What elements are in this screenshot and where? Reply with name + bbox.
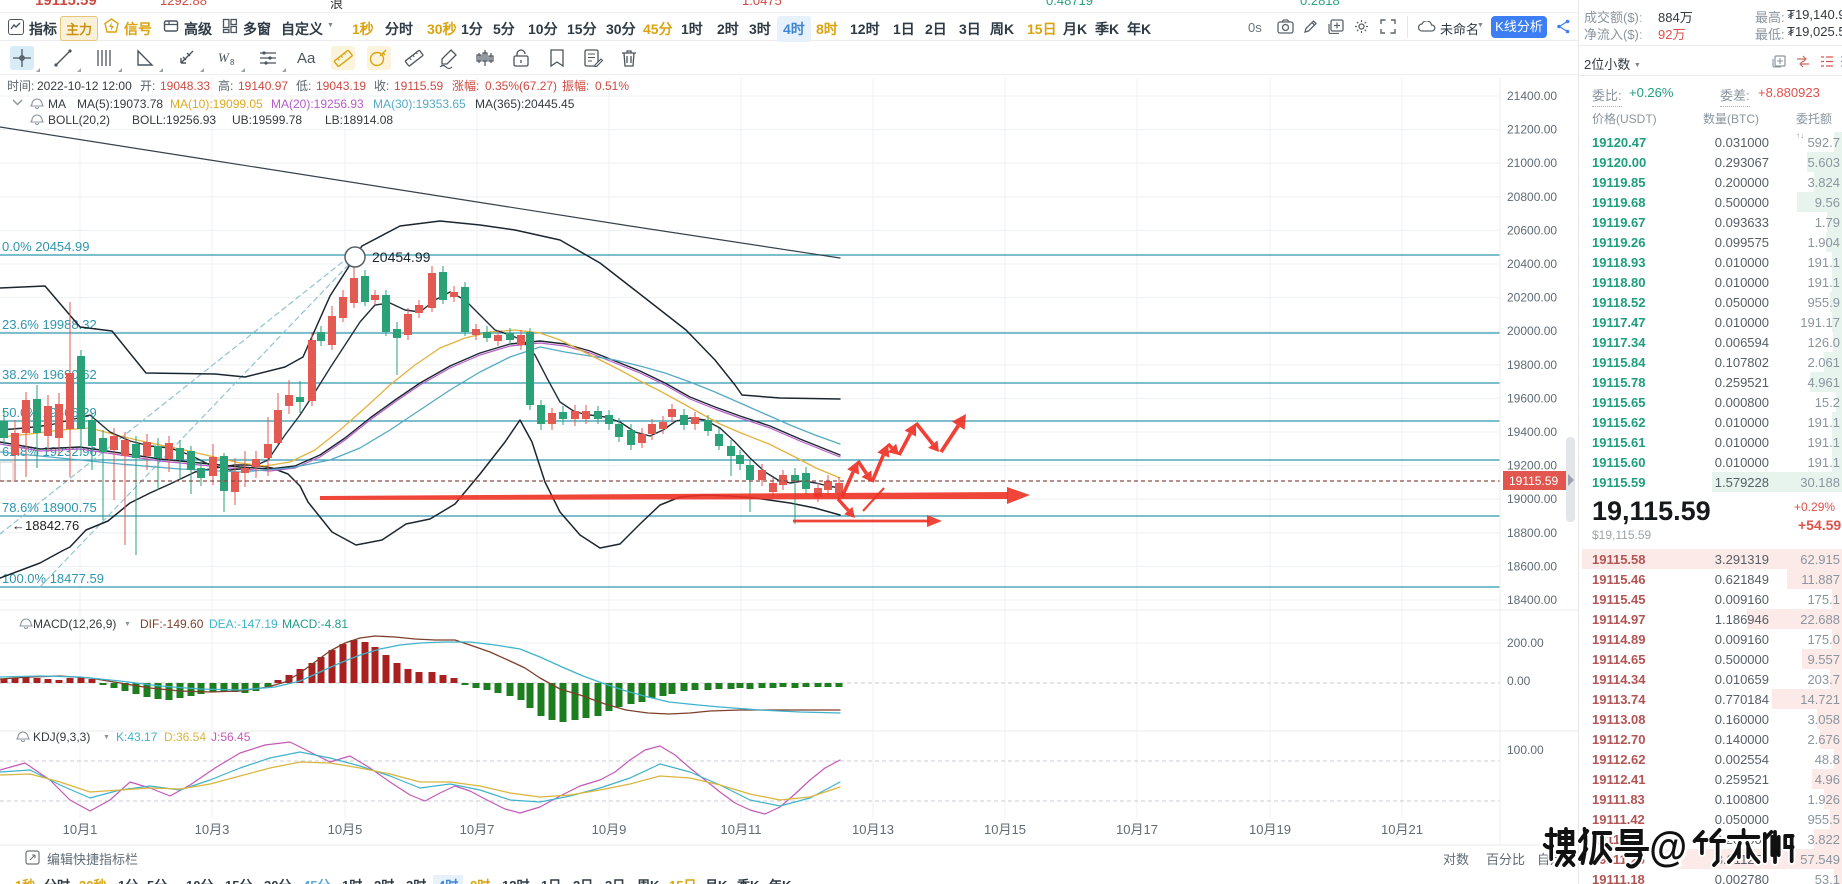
- svg-text:18400.00: 18400.00: [1507, 593, 1557, 607]
- svg-text:18800.00: 18800.00: [1507, 526, 1557, 540]
- svg-text:8: 8: [230, 58, 235, 67]
- svg-text:时间:: 时间:: [7, 79, 34, 93]
- svg-text:19200.00: 19200.00: [1507, 459, 1557, 473]
- svg-text:19000.00: 19000.00: [1507, 492, 1557, 506]
- svg-text:18600.00: 18600.00: [1507, 559, 1557, 573]
- svg-text:KDJ(9,3,3): KDJ(9,3,3): [33, 730, 90, 744]
- svg-text:19115.59: 19115.59: [1509, 474, 1558, 488]
- svg-text:19800.00: 19800.00: [1507, 358, 1557, 372]
- svg-text:2022-10-12 12:00: 2022-10-12 12:00: [37, 79, 132, 93]
- svg-text:MA(5):19073.78: MA(5):19073.78: [77, 97, 163, 111]
- svg-text:10月19: 10月19: [1249, 822, 1291, 837]
- svg-text:MA: MA: [48, 97, 66, 111]
- svg-text:K:43.17: K:43.17: [116, 730, 158, 744]
- svg-text:19048.33: 19048.33: [160, 79, 210, 93]
- svg-text:▼: ▼: [103, 734, 110, 741]
- svg-text:0.0% 20454.99: 0.0% 20454.99: [2, 239, 89, 254]
- svg-text:BOLL:19256.93: BOLL:19256.93: [132, 113, 216, 127]
- svg-text:10月5: 10月5: [328, 822, 363, 837]
- svg-text:@: @: [1649, 826, 1687, 870]
- svg-text:20600.00: 20600.00: [1507, 223, 1557, 237]
- svg-text:100.00: 100.00: [1507, 743, 1544, 757]
- svg-text:19140.97: 19140.97: [238, 79, 288, 93]
- svg-text:DEA:-147.19: DEA:-147.19: [209, 617, 278, 631]
- svg-text:MACD:-4.81: MACD:-4.81: [282, 617, 348, 631]
- svg-text:收:: 收:: [374, 79, 389, 93]
- svg-text:MA(30):19353.65: MA(30):19353.65: [373, 97, 466, 111]
- svg-text:78.6% 18900.75: 78.6% 18900.75: [2, 500, 97, 515]
- svg-text:21200.00: 21200.00: [1507, 123, 1557, 137]
- svg-text:20000.00: 20000.00: [1507, 324, 1557, 338]
- svg-text:10月7: 10月7: [460, 822, 495, 837]
- svg-text:MA(20):19256.93: MA(20):19256.93: [271, 97, 364, 111]
- svg-text:MA(10):19099.05: MA(10):19099.05: [170, 97, 263, 111]
- svg-text:▼: ▼: [124, 621, 131, 628]
- svg-text:20800.00: 20800.00: [1507, 190, 1557, 204]
- svg-text:19400.00: 19400.00: [1507, 425, 1557, 439]
- svg-text:10月17: 10月17: [1116, 822, 1158, 837]
- svg-text:0.51%: 0.51%: [595, 79, 629, 93]
- svg-text:10月21: 10月21: [1381, 822, 1423, 837]
- svg-text:W: W: [218, 50, 230, 65]
- svg-text:20454.99: 20454.99: [372, 249, 431, 265]
- svg-text:低:: 低:: [296, 79, 311, 93]
- svg-text:19115.59: 19115.59: [394, 79, 443, 93]
- svg-text:10月15: 10月15: [984, 822, 1026, 837]
- svg-text:0.35%(67.27): 0.35%(67.27): [485, 79, 557, 93]
- svg-text:20200.00: 20200.00: [1507, 291, 1557, 305]
- svg-text:19043.19: 19043.19: [316, 79, 366, 93]
- svg-text:振幅:: 振幅:: [562, 78, 589, 93]
- svg-text:LB:18914.08: LB:18914.08: [325, 113, 393, 127]
- svg-text:J:56.45: J:56.45: [211, 730, 251, 744]
- svg-text:10月11: 10月11: [721, 822, 762, 837]
- svg-text:开:: 开:: [140, 79, 155, 93]
- svg-text:BOLL(20,2): BOLL(20,2): [48, 113, 110, 127]
- svg-text:200.00: 200.00: [1507, 636, 1544, 650]
- svg-text:23.6% 19988.32: 23.6% 19988.32: [2, 317, 97, 332]
- svg-text:21400.00: 21400.00: [1507, 89, 1557, 103]
- svg-text:涨幅:: 涨幅:: [452, 78, 479, 93]
- svg-text:Aa: Aa: [297, 50, 316, 67]
- svg-text:10月9: 10月9: [592, 822, 627, 837]
- svg-text:10月3: 10月3: [195, 822, 230, 837]
- svg-text:21000.00: 21000.00: [1507, 156, 1557, 170]
- svg-text:MACD(12,26,9): MACD(12,26,9): [33, 617, 116, 631]
- svg-text:MA(365):20445.45: MA(365):20445.45: [475, 97, 575, 111]
- svg-text:100.0% 18477.59: 100.0% 18477.59: [2, 571, 104, 586]
- svg-text:10月1: 10月1: [63, 822, 98, 837]
- svg-text:20400.00: 20400.00: [1507, 257, 1557, 271]
- svg-text:←18842.76: ←18842.76: [12, 518, 79, 533]
- svg-text:0.00: 0.00: [1507, 674, 1531, 688]
- svg-text:高:: 高:: [218, 78, 233, 93]
- svg-text:10月13: 10月13: [852, 822, 894, 837]
- svg-text:DIF:-149.60: DIF:-149.60: [140, 617, 204, 631]
- svg-text:UB:19599.78: UB:19599.78: [232, 113, 302, 127]
- svg-text:D:36.54: D:36.54: [164, 730, 206, 744]
- svg-text:19600.00: 19600.00: [1507, 391, 1557, 405]
